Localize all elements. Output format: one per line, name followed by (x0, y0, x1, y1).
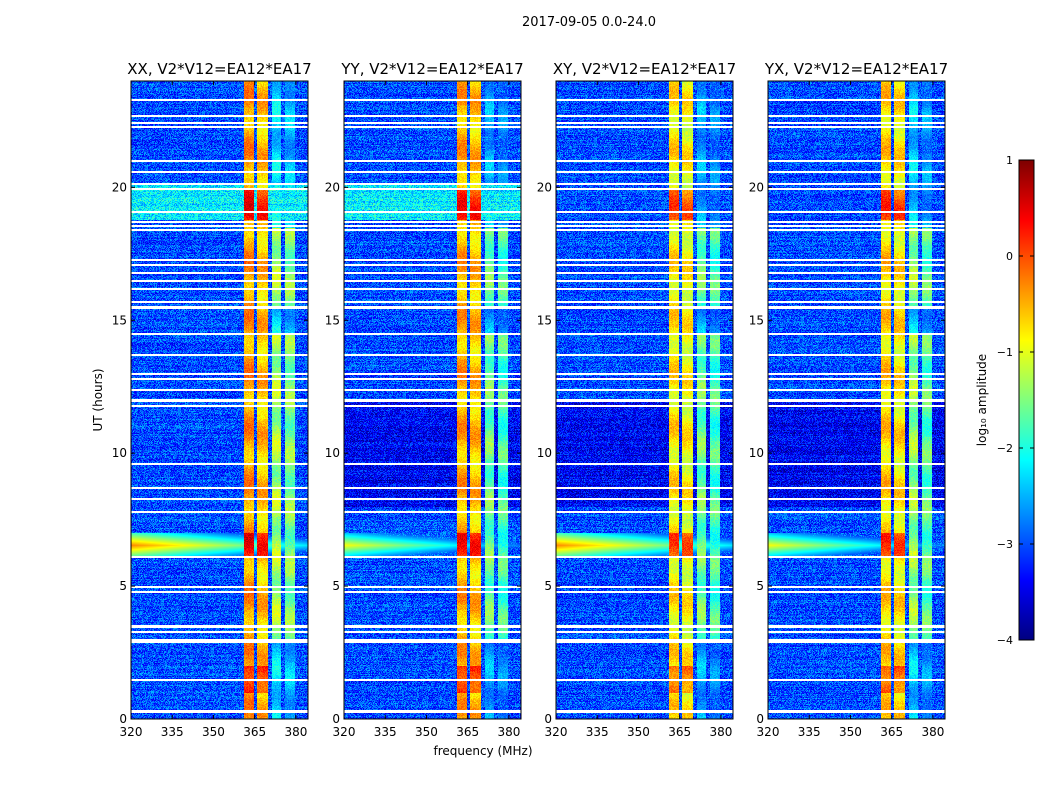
colorbar-tick-label: −2 (997, 442, 1013, 455)
x-tick-label: 335 (374, 725, 397, 739)
x-tick-label: 335 (798, 725, 821, 739)
y-axis-label: UT (hours) (91, 368, 105, 431)
x-tick-label: 365 (880, 725, 903, 739)
x-axis-label: frequency (MHz) (433, 744, 532, 758)
x-tick-label: 350 (627, 725, 650, 739)
heatmap-panel-2 (344, 81, 521, 719)
colorbar-tick-label: 0 (1006, 250, 1013, 263)
plot-frame (555, 80, 734, 720)
colorbar-axis: 1 0 −1 −2 −3 −4 (997, 154, 1035, 647)
x-tick-label: 320 (333, 725, 356, 739)
colorbar-tick-label: 1 (1006, 154, 1013, 167)
y-tick-label: 5 (756, 579, 764, 593)
y-tick-label: 0 (119, 712, 127, 726)
axes-panel-4: YX, V2*V12=EA12*EA17 320 335 350 365 380 0 5 10 1… (749, 60, 948, 739)
y-tick-label: 20 (112, 180, 127, 194)
x-tick-label: 365 (668, 725, 691, 739)
x-tick-label: 380 (709, 725, 732, 739)
y-tick-label: 15 (325, 313, 340, 327)
heatmap-panel-4 (768, 81, 945, 719)
x-tick-label: 335 (161, 725, 184, 739)
heatmap-panel-1 (131, 81, 308, 719)
x-tick-label: 335 (586, 725, 609, 739)
y-tick-label: 20 (749, 180, 764, 194)
y-tick-label: 0 (756, 712, 764, 726)
x-tick-label: 350 (839, 725, 862, 739)
axes-panel-3: XY, V2*V12=EA12*EA17 320 335 350 365 380 0 5 10 1… (537, 60, 736, 739)
plot-frame (767, 80, 946, 720)
panel-title: XX, V2*V12=EA12*EA17 (127, 60, 311, 78)
y-tick-label: 10 (112, 446, 127, 460)
x-tick-label: 380 (921, 725, 944, 739)
panel-title: YY, V2*V12=EA12*EA17 (340, 60, 523, 78)
y-tick-label: 0 (332, 712, 340, 726)
x-tick-label: 350 (202, 725, 225, 739)
x-tick-label: 365 (456, 725, 479, 739)
heatmap-panel-3 (556, 81, 733, 719)
plot-frame (343, 80, 522, 720)
figure-title: 2017-09-05 0.0-24.0 (522, 15, 656, 30)
panel-title: YX, V2*V12=EA12*EA17 (764, 60, 948, 78)
x-tick-label: 320 (120, 725, 143, 739)
axes-panel-1: XX, V2*V12=EA12*EA17 320 335 350 365 380 0 5 10 1… (112, 60, 312, 739)
y-tick-label: 5 (119, 579, 127, 593)
colorbar-frame (1018, 159, 1035, 641)
y-tick-label: 15 (537, 313, 552, 327)
colorbar-tick-label: −1 (997, 346, 1013, 359)
y-tick-label: 10 (749, 446, 764, 460)
colorbar (1019, 160, 1034, 640)
y-tick-label: 10 (325, 446, 340, 460)
axes-panel-2: YY, V2*V12=EA12*EA17 320 335 350 365 380 0 5 10 1… (325, 60, 524, 739)
y-tick-label: 15 (749, 313, 764, 327)
y-tick-label: 15 (112, 313, 127, 327)
y-tick-label: 20 (537, 180, 552, 194)
x-tick-label: 380 (497, 725, 520, 739)
x-tick-label: 320 (545, 725, 568, 739)
y-tick-label: 5 (544, 579, 552, 593)
y-tick-label: 10 (537, 446, 552, 460)
y-tick-label: 20 (325, 180, 340, 194)
x-tick-label: 320 (757, 725, 780, 739)
colorbar-tick-label: −3 (997, 538, 1013, 551)
plot-frame (130, 80, 309, 720)
x-tick-label: 350 (415, 725, 438, 739)
panel-title: XY, V2*V12=EA12*EA17 (553, 60, 736, 78)
y-tick-label: 0 (544, 712, 552, 726)
colorbar-tick-label: −4 (997, 634, 1013, 647)
y-tick-label: 5 (332, 579, 340, 593)
x-tick-label: 380 (284, 725, 307, 739)
colorbar-label: log₁₀ amplitude (975, 354, 989, 446)
x-tick-label: 365 (243, 725, 266, 739)
